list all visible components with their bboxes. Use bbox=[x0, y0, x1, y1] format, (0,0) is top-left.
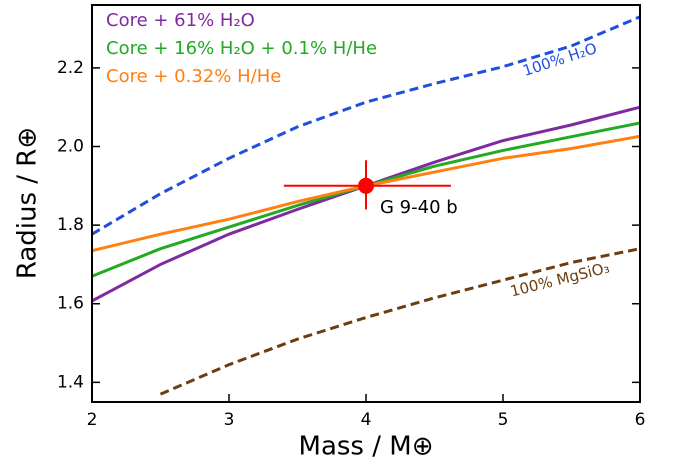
plot-frame bbox=[91, 4, 641, 403]
x-tick-label: 6 bbox=[635, 410, 646, 430]
point-label: G 9-40 b bbox=[380, 197, 458, 218]
y-tick-label: 1.8 bbox=[57, 215, 84, 235]
legend-entry: Core + 61% H₂O bbox=[106, 10, 255, 31]
y-tick-label: 1.6 bbox=[57, 294, 84, 314]
legend-entry: Core + 0.32% H/He bbox=[106, 66, 281, 87]
x-tick-label: 4 bbox=[361, 410, 372, 430]
reference-line bbox=[92, 15, 640, 236]
legend-entry: Core + 16% H₂O + 0.1% H/He bbox=[106, 38, 377, 59]
reference-line bbox=[159, 247, 640, 396]
y-tick-label: 1.4 bbox=[57, 372, 84, 392]
curve-annotation: 100% H₂O bbox=[521, 39, 600, 80]
y-tick-label: 2.2 bbox=[57, 58, 84, 78]
x-tick-label: 2 bbox=[87, 410, 98, 430]
y-tick-label: 2.0 bbox=[57, 137, 84, 157]
x-tick-label: 5 bbox=[498, 410, 509, 430]
x-axis-label: Mass / M⊕ bbox=[299, 432, 434, 462]
x-tick-label: 3 bbox=[224, 410, 235, 430]
y-axis-label: Radius / R⊕ bbox=[13, 127, 43, 279]
data-point bbox=[358, 177, 374, 194]
